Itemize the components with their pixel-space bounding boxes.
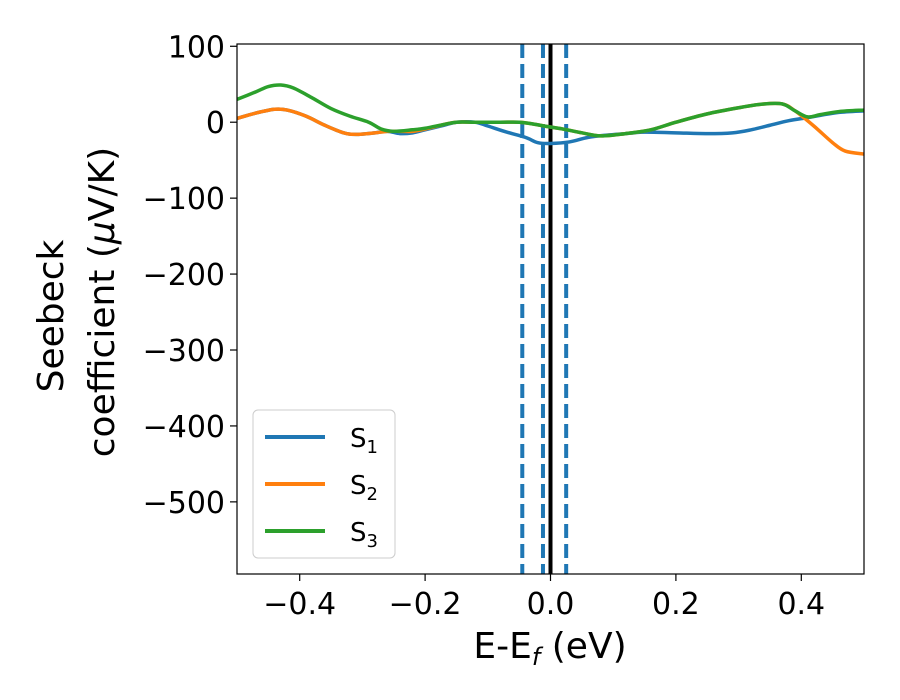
series-line-3 — [237, 83, 864, 138]
y-tick-label: 0 — [206, 106, 225, 141]
x-axis-label-main: E-E — [473, 626, 531, 667]
y-axis-label: Seebeck coefficient (μV/K) — [31, 147, 123, 457]
legend: S1 S2 S3 — [252, 409, 396, 559]
y-axis-label-line2: coefficient (μV/K) — [82, 147, 123, 457]
x-tick-label: −0.2 — [389, 587, 462, 622]
y-axis: 100 0 −100 −200 −300 −400 −500 — [143, 30, 237, 521]
y-tick-label: −500 — [143, 486, 225, 521]
legend-label-1: S1 — [350, 424, 378, 458]
x-axis-label: E-Ef (eV) — [473, 626, 626, 671]
y-axis-label-line1: Seebeck — [31, 239, 72, 392]
y-tick-label: 100 — [168, 30, 225, 65]
y-tick-label: −400 — [143, 410, 225, 445]
y-tick-label: −200 — [143, 258, 225, 293]
y-tick-label: −300 — [143, 334, 225, 369]
y-tick-label: −100 — [143, 182, 225, 217]
x-tick-label: 0.2 — [652, 587, 700, 622]
legend-label-2: S2 — [350, 471, 378, 505]
y-axis-label-coefficient: coefficient ( — [82, 244, 123, 457]
x-tick-label: 0.4 — [777, 587, 825, 622]
x-tick-label: −0.4 — [263, 587, 336, 622]
x-tick-label: 0.0 — [527, 587, 575, 622]
x-axis: −0.4 −0.2 0.0 0.2 0.4 — [263, 574, 825, 622]
y-axis-label-unit: V/K) — [82, 147, 123, 221]
legend-label-3: S3 — [350, 518, 378, 552]
plot-area — [237, 44, 864, 574]
y-axis-label-seebeck: Seebeck — [31, 239, 72, 392]
y-axis-label-mu: μ — [82, 221, 123, 245]
x-axis-label-unit: (eV) — [540, 626, 626, 667]
